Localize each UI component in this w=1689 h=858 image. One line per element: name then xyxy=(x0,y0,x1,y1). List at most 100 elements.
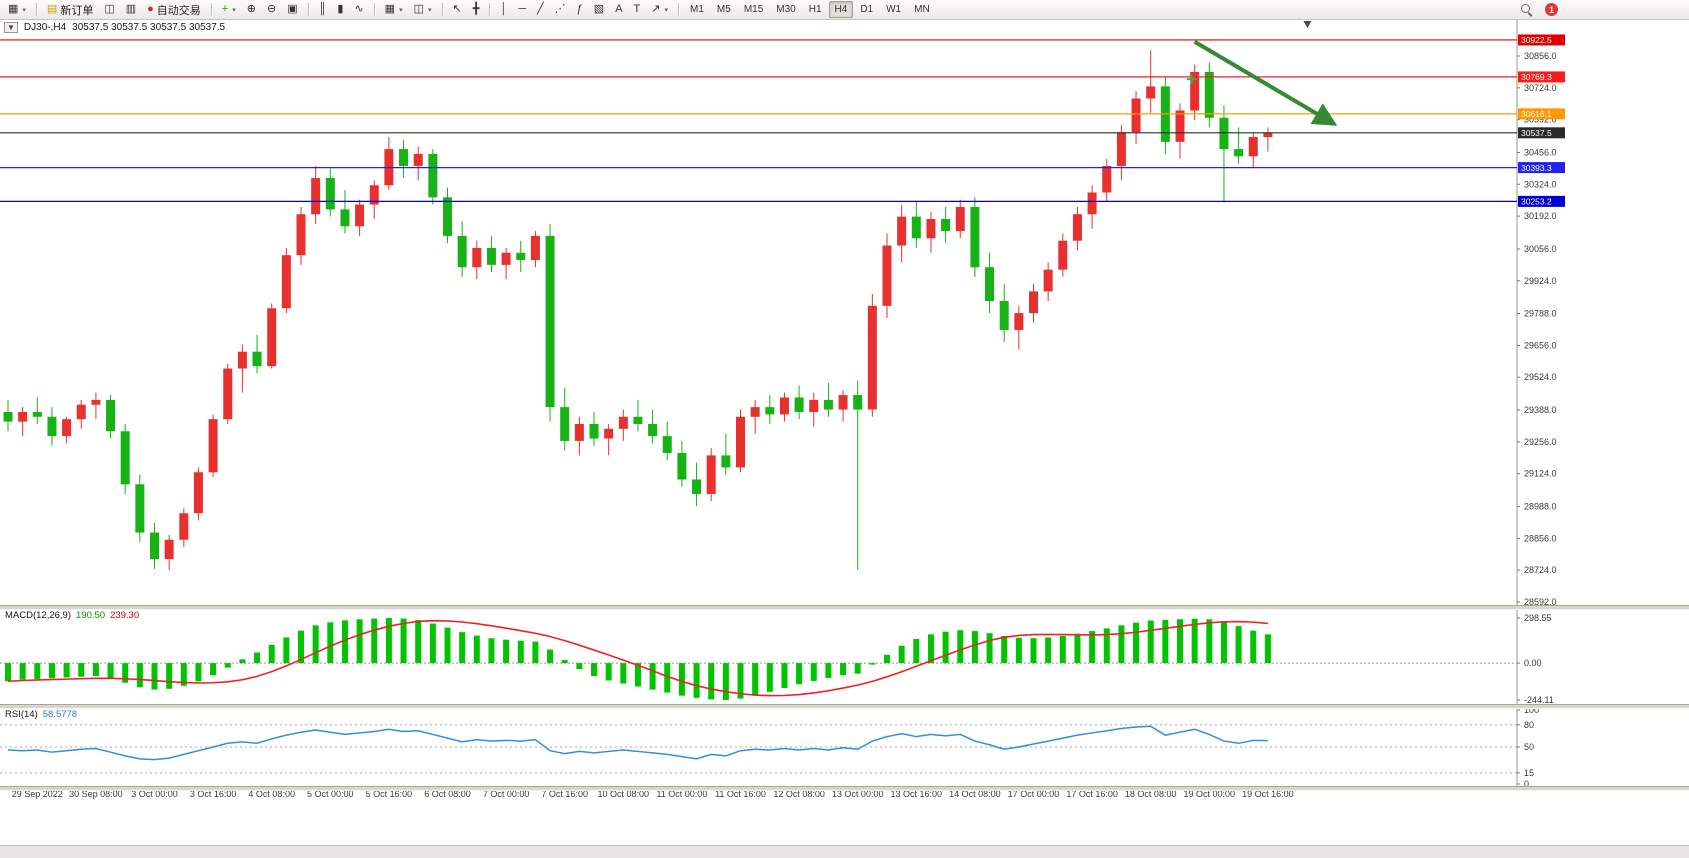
toolbar-right: 1 xyxy=(1521,3,1686,16)
rsi-indicator-name: RSI(14) xyxy=(5,709,38,720)
svg-text:5 Oct 00:00: 5 Oct 00:00 xyxy=(307,789,354,799)
timeframe-h1-button[interactable]: H1 xyxy=(808,4,822,15)
timeframe-d1-button[interactable]: D1 xyxy=(860,4,874,15)
indicators-icon: + xyxy=(221,3,229,15)
shapes-button[interactable]: ▧ xyxy=(589,0,609,19)
svg-text:17 Oct 00:00: 17 Oct 00:00 xyxy=(1008,789,1060,799)
period-selector-button[interactable]: ◫ ▾ xyxy=(409,0,437,19)
svg-text:100: 100 xyxy=(1524,705,1539,715)
one-click-trading-toggle[interactable]: ▼ xyxy=(4,22,18,33)
svg-text:7 Oct 16:00: 7 Oct 16:00 xyxy=(541,789,588,799)
trendline-button[interactable]: ╱ xyxy=(532,0,549,19)
panel-splitter-macd[interactable] xyxy=(0,605,1689,610)
svg-text:29256.0: 29256.0 xyxy=(1524,437,1557,447)
cursor-icon: ↖ xyxy=(452,3,462,15)
text-label-button[interactable]: T xyxy=(629,0,646,19)
svg-text:30 Sep 08:00: 30 Sep 08:00 xyxy=(69,789,123,799)
macd-signal-value: 239.30 xyxy=(110,610,140,621)
timeframe-m30-button[interactable]: M30 xyxy=(776,4,796,15)
svg-text:12 Oct 08:00: 12 Oct 08:00 xyxy=(773,789,825,799)
panel-splitter-rsi[interactable] xyxy=(0,704,1689,709)
autotrading-button[interactable]: ● 自动交易 xyxy=(142,0,206,19)
timeframe-m15-button[interactable]: M15 xyxy=(743,4,764,15)
text-label-icon: T xyxy=(633,3,641,15)
arrows-icon: ↗ xyxy=(651,3,661,15)
chart-line-button[interactable]: ∿ xyxy=(349,0,368,19)
svg-text:30724.0: 30724.0 xyxy=(1524,83,1557,93)
candlestick-chart[interactable]: 30856.0 30724.0 30592.0 30456.0 30324.0 30192… xyxy=(0,18,1689,846)
text-button[interactable]: A xyxy=(610,0,627,19)
timeframe-m5-button[interactable]: M5 xyxy=(716,4,731,15)
svg-text:28592.0: 28592.0 xyxy=(1524,597,1557,607)
macd-indicator-name: MACD(12,26,9) xyxy=(5,610,71,621)
svg-text:30592.0: 30592.0 xyxy=(1524,115,1557,125)
templates-button[interactable]: ▦ ▾ xyxy=(380,0,408,19)
time-axis[interactable]: 29 Sep 2022 30 Sep 08:00 3 Oct 00:00 3 Oct … xyxy=(12,789,1294,799)
zoom-out-button[interactable]: ⊖ xyxy=(262,0,281,19)
horizontal-line-button[interactable]: ─ xyxy=(513,0,531,19)
indicators-button[interactable]: + ▾ xyxy=(217,0,241,19)
timeframe-w1-button[interactable]: W1 xyxy=(886,4,902,15)
toolbar-separator xyxy=(373,3,375,16)
tile-windows-icon: ▣ xyxy=(287,3,298,15)
new-chart-button[interactable]: ▦ ▾ xyxy=(3,0,31,19)
new-order-button[interactable]: ▤ 新订单 xyxy=(42,0,98,19)
terminal-window-button[interactable]: ▥ xyxy=(121,0,141,19)
crosshair-icon: ╋ xyxy=(472,3,480,15)
tile-windows-button[interactable]: ▣ xyxy=(282,0,302,19)
chart-line-icon: ∿ xyxy=(354,3,364,15)
chevron-down-icon: ▾ xyxy=(22,6,26,14)
svg-text:14 Oct 08:00: 14 Oct 08:00 xyxy=(949,789,1001,799)
svg-text:30537.5: 30537.5 xyxy=(1521,128,1552,138)
price-axis[interactable]: 30856.0 30724.0 30592.0 30456.0 30324.0 30192… xyxy=(1516,20,1557,788)
svg-text:28988.0: 28988.0 xyxy=(1524,501,1557,511)
vertical-line-icon: │ xyxy=(500,3,508,15)
fibonacci-button[interactable]: ƒ xyxy=(572,0,588,19)
toolbar-separator xyxy=(441,3,443,16)
svg-text:30393.3: 30393.3 xyxy=(1521,163,1552,173)
trend-arrow xyxy=(1193,40,1338,126)
svg-text:29788.0: 29788.0 xyxy=(1524,309,1557,319)
timeframe-m1-button[interactable]: M1 xyxy=(690,4,704,15)
search-icon[interactable] xyxy=(1521,3,1533,16)
svg-text:11 Oct 16:00: 11 Oct 16:00 xyxy=(715,789,766,799)
macd-panel: 298.55 0.00 -244.11 xyxy=(0,613,1554,705)
svg-text:13 Oct 00:00: 13 Oct 00:00 xyxy=(832,789,884,799)
horizontal-lines-layer[interactable] xyxy=(0,39,1517,202)
new-order-label: 新订单 xyxy=(60,4,94,17)
chart-ohlc-values: 30537.5 30537.5 30537.5 30537.5 xyxy=(72,22,226,33)
chart-profiles-button[interactable]: ◫ xyxy=(99,0,119,19)
timeframe-mn-button[interactable]: MN xyxy=(914,4,930,15)
toolbar: ▦ ▾ ▤ 新订单 ◫ ▥ ● 自动交易 + ▾ ⊕ ⊖ ▣ ║ ▮ ∿ ▦ ▾ ◫ ▾ ↖ ╋ │ ─ ╱ ⋰ ƒ ▧ A T ↗ ▾ M1 M… xyxy=(0,0,1689,20)
arrows-button[interactable]: ↗ ▾ xyxy=(646,0,673,19)
panel-splitter-timescale[interactable] xyxy=(0,786,1689,791)
trendline-icon: ╱ xyxy=(537,3,544,15)
notification-badge[interactable]: 1 xyxy=(1545,3,1558,16)
chevron-down-icon: ▾ xyxy=(399,6,403,14)
crosshair-button[interactable]: ╋ xyxy=(468,0,485,19)
svg-text:30616.1: 30616.1 xyxy=(1521,109,1552,119)
zoom-in-button[interactable]: ⊕ xyxy=(242,0,261,19)
cursor-button[interactable]: ↖ xyxy=(448,0,467,19)
window-bottom-edge xyxy=(0,845,1689,858)
shapes-icon: ▧ xyxy=(593,3,605,15)
equidistant-channel-button[interactable]: ⋰ xyxy=(550,0,571,19)
terminal-window-icon: ▥ xyxy=(125,3,137,15)
annotations-layer[interactable] xyxy=(1186,21,1338,126)
svg-text:30456.0: 30456.0 xyxy=(1524,147,1557,157)
svg-text:10 Oct 08:00: 10 Oct 08:00 xyxy=(598,789,650,799)
timeframe-h4-button[interactable]: H4 xyxy=(828,1,854,18)
price-tags-layer: 30922.5 30769.3 30616.1 30537.5 30393.3 30253… xyxy=(1518,34,1565,207)
svg-text:6 Oct 08:00: 6 Oct 08:00 xyxy=(424,789,471,799)
svg-text:30324.0: 30324.0 xyxy=(1524,179,1557,189)
chevron-down-icon: ▾ xyxy=(232,6,236,14)
chart-candles-button[interactable]: ▮ xyxy=(332,0,348,19)
chart-bars-button[interactable]: ║ xyxy=(314,0,332,19)
vertical-line-button[interactable]: │ xyxy=(495,0,512,19)
zoom-out-icon: ⊖ xyxy=(266,3,277,15)
svg-text:28856.0: 28856.0 xyxy=(1524,533,1557,543)
toolbar-separator xyxy=(210,3,212,16)
svg-text:29524.0: 29524.0 xyxy=(1524,372,1557,382)
svg-text:5 Oct 16:00: 5 Oct 16:00 xyxy=(366,789,413,799)
